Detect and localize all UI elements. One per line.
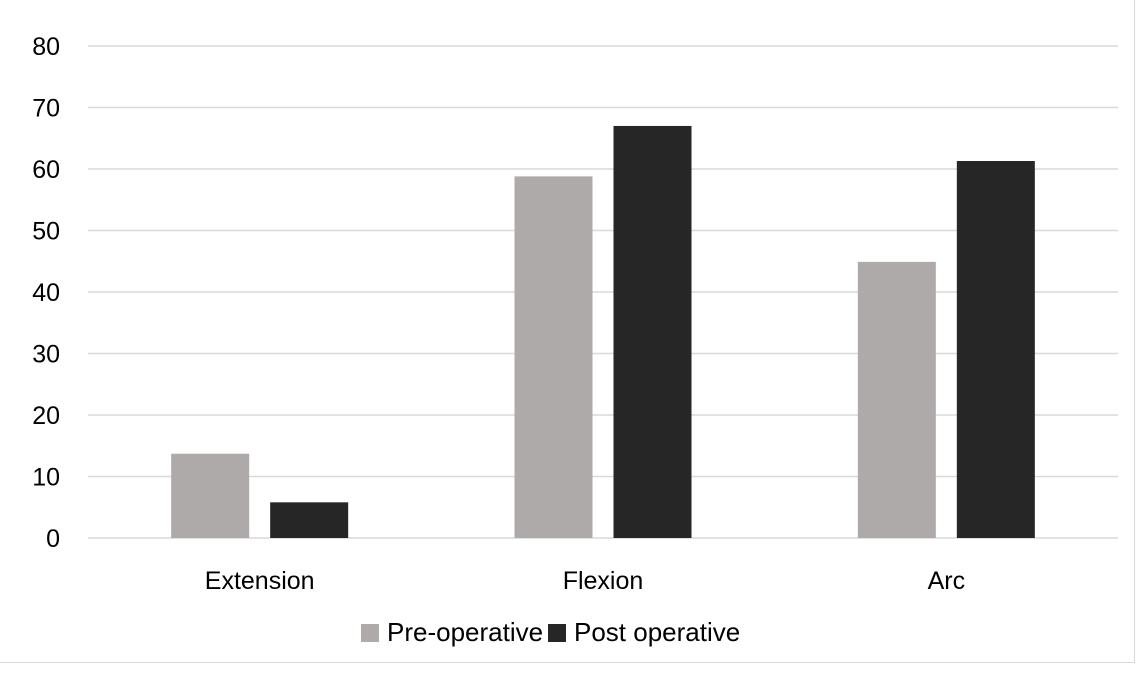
y-tick-label: 40 [32,279,60,307]
x-tick-label: Extension [205,567,315,595]
bar-post-operative-extension [270,502,349,538]
chart-area [0,0,1135,663]
legend-swatch [361,624,379,642]
legend-swatch [548,624,566,642]
y-tick-label: 80 [32,33,60,61]
legend-label: Pre-operative [387,617,543,647]
x-axis-tick-labels: Extension Flexion Arc [205,567,965,595]
y-tick-label: 70 [32,95,60,123]
bar-post-operative-flexion [613,125,692,538]
y-tick-label: 30 [32,341,60,369]
bar-pre-operative-arc [857,261,936,538]
legend: Pre-operative Post operative [361,617,740,647]
bar-post-operative-arc [956,161,1035,538]
bar-pre-operative-extension [171,453,250,538]
gridlines [88,45,1118,539]
y-tick-label: 10 [32,464,60,492]
bar-pre-operative-flexion [514,176,593,538]
y-axis-tick-labels: 0 10 20 30 40 50 60 70 80 [32,33,60,553]
y-tick-label: 0 [46,525,60,553]
bars [171,125,1035,538]
y-tick-label: 50 [32,218,60,246]
y-tick-label: 20 [32,402,60,430]
x-tick-label: Flexion [563,567,644,595]
x-tick-label: Arc [928,567,966,595]
y-tick-label: 60 [32,156,60,184]
legend-label: Post operative [574,617,740,647]
